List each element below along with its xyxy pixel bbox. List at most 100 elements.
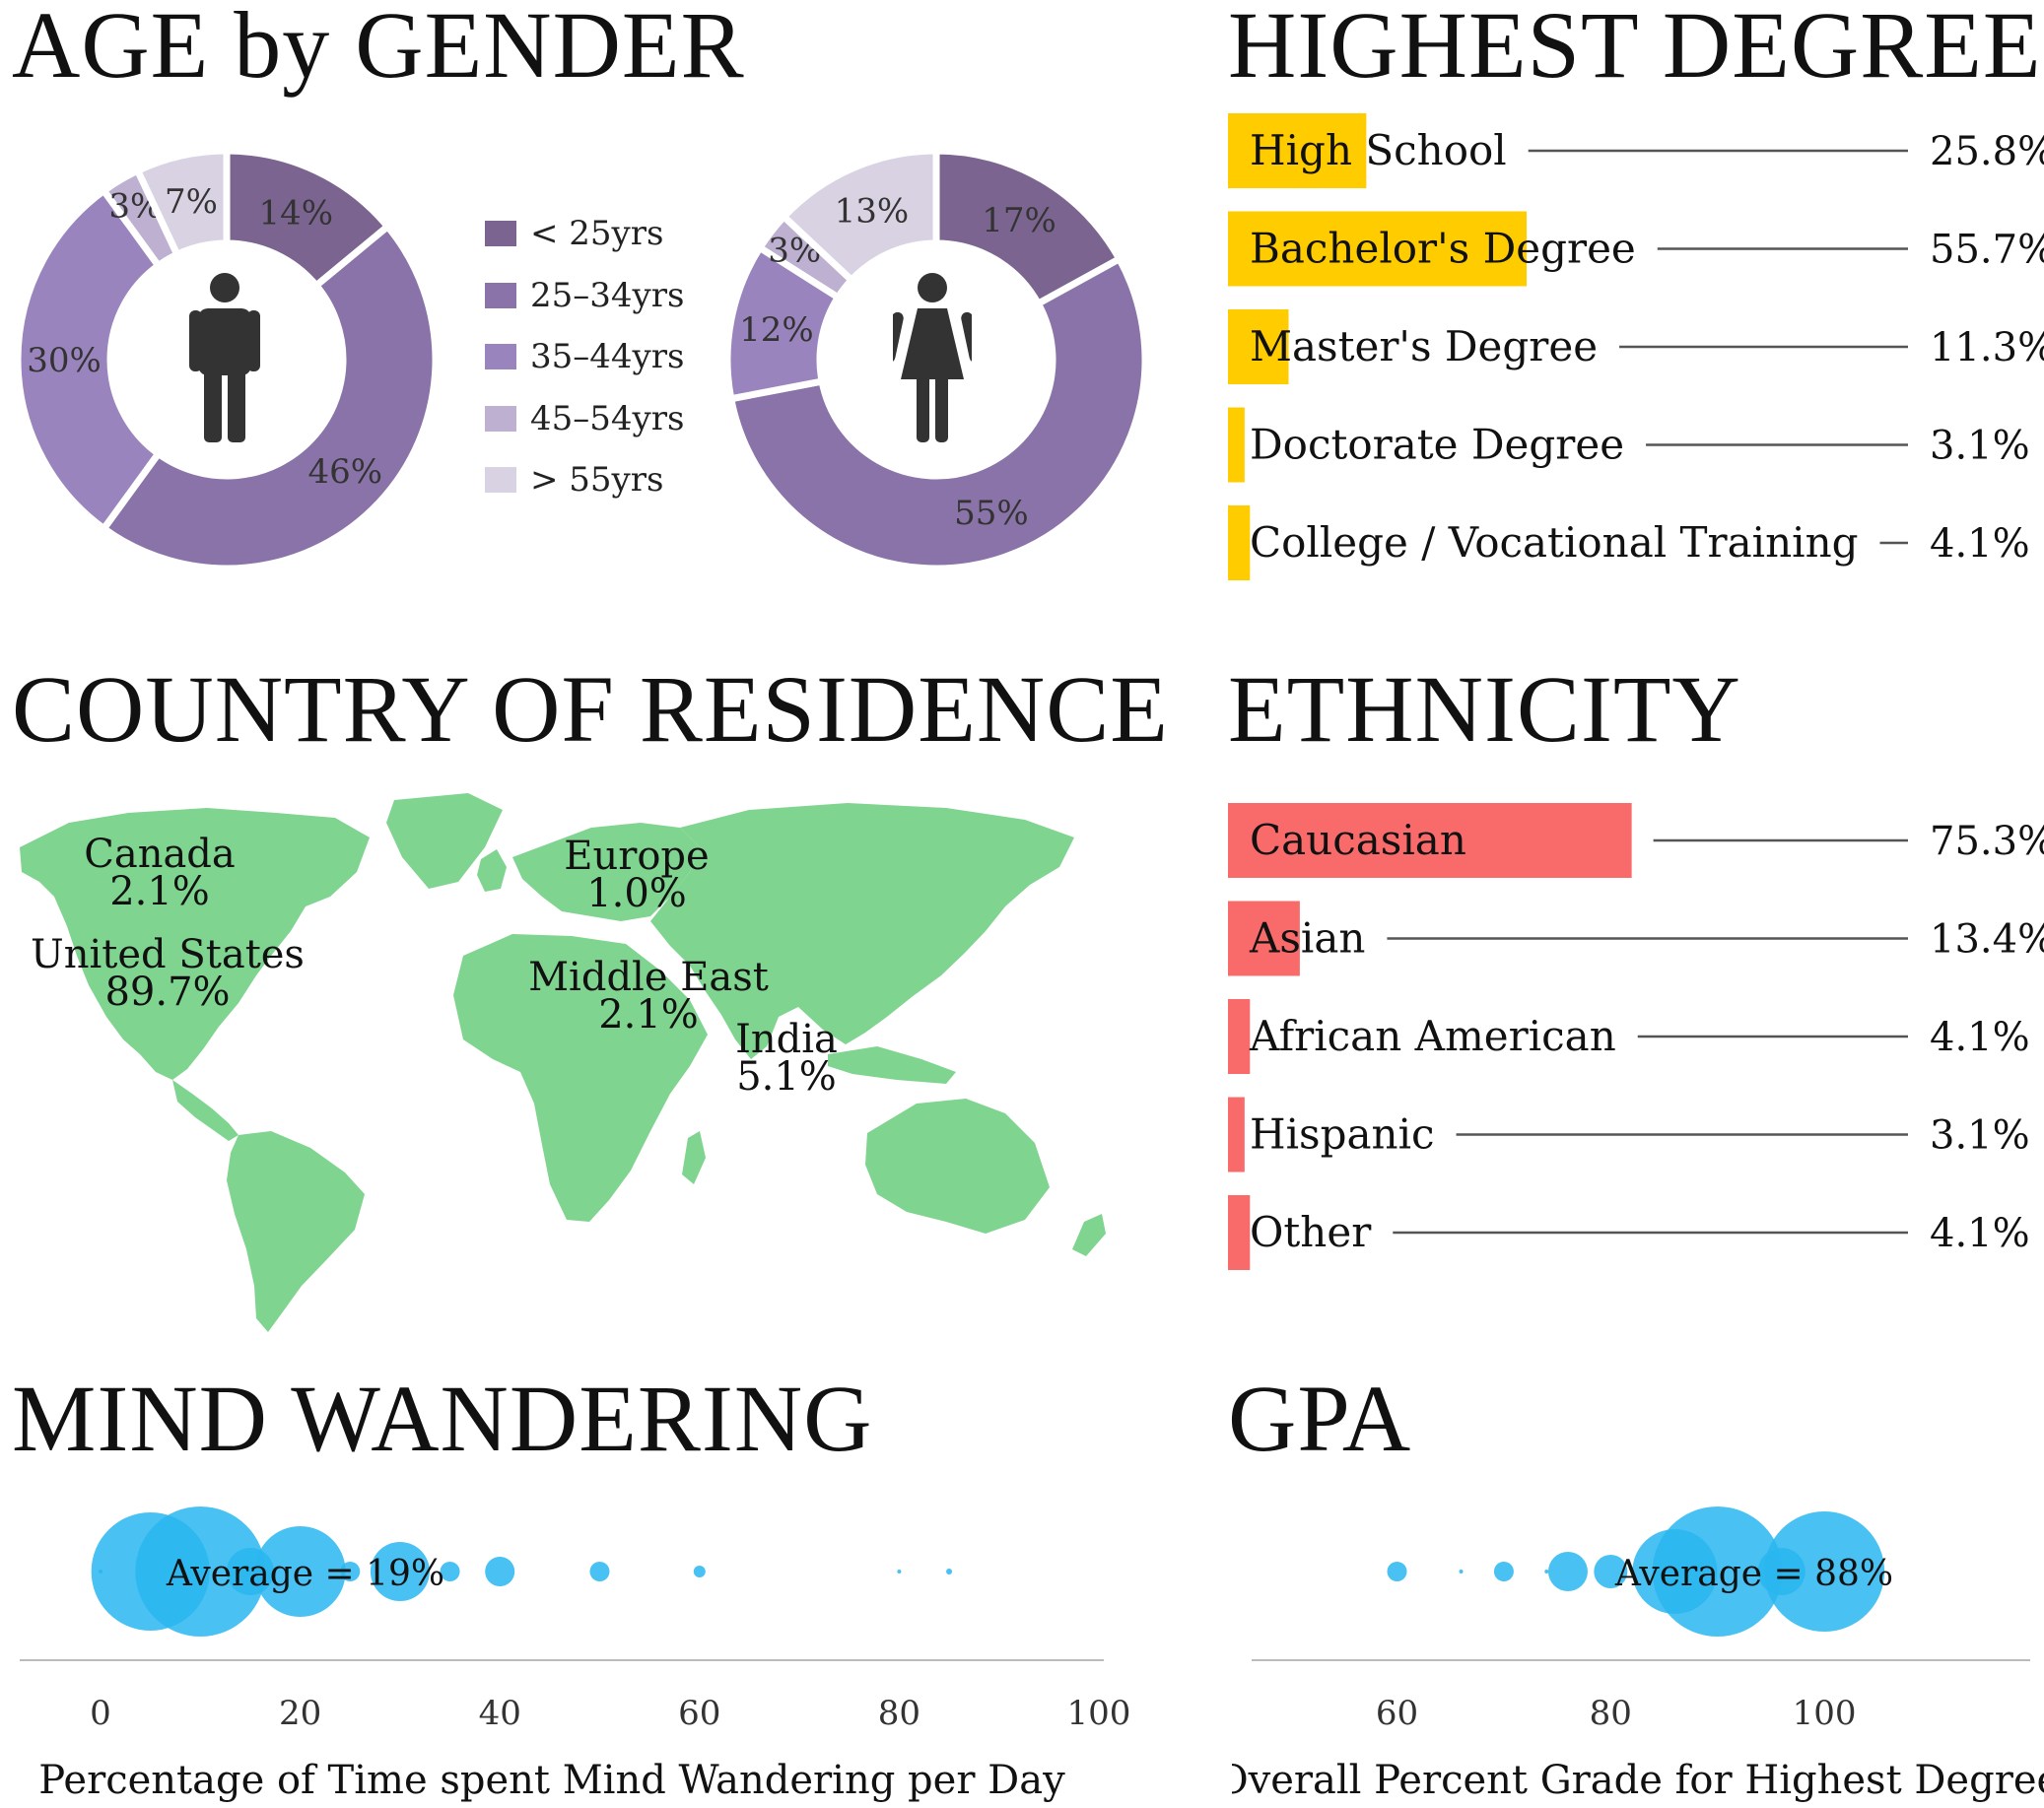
mind-wandering-bubble: [897, 1570, 902, 1574]
gpa-bubble: [1764, 1511, 1885, 1632]
mind-wandering-tick-label: 0: [90, 1694, 111, 1733]
age-by-gender-title: AGE by GENDER: [12, 0, 745, 98]
gpa-title: GPA: [1228, 1366, 1412, 1471]
ethnicity-value-label: 4.1%: [1930, 1211, 2030, 1256]
male-age-slice-label: 46%: [307, 452, 382, 492]
mind-wandering-tick-label: 40: [479, 1694, 521, 1733]
map-region-value: 2.1%: [598, 992, 699, 1038]
female-age-slice-label: 55%: [954, 494, 1029, 533]
map-region-name: Europe: [564, 834, 709, 879]
degree-category-label: Doctorate Degree: [1250, 421, 1624, 469]
male-age-slice-label: 30%: [27, 341, 102, 380]
mind-wandering-title: MIND WANDERING: [12, 1366, 873, 1471]
ethnicity-bar-chart: Caucasian 75.3% Asian 13.4% African American…: [1228, 803, 2044, 1270]
male-age-donut-chart: 14%46%30%3% 7%: [14, 147, 440, 572]
country-of-residence-title: COUNTRY OF RESIDENCE: [12, 656, 1169, 762]
degree-category-label: Master's Degree: [1250, 322, 1598, 370]
male-age-slice-4: [133, 147, 231, 259]
legend-swatch: [485, 344, 516, 370]
male-person-icon: [189, 273, 260, 442]
central-america-shape: [172, 1080, 238, 1141]
ethnicity-value-label: 4.1%: [1930, 1015, 2030, 1060]
legend-swatch: [485, 405, 516, 432]
legend-item: 45–54yrs: [485, 388, 684, 450]
legend-item: > 55yrs: [485, 449, 684, 511]
legend-item: 35–44yrs: [485, 326, 684, 388]
gpa-bubble: [1652, 1507, 1783, 1637]
highest-degree-bar-chart: High School 25.8% Bachelor's Degree 55.7% Ma…: [1228, 113, 2044, 580]
female-age-slice-1: [726, 254, 1149, 572]
male-age-slice-2: [14, 185, 164, 534]
mind-wandering-bubble: [589, 1562, 610, 1581]
mind-wandering-bubble: [370, 1542, 430, 1601]
ethnicity-value-label: 75.3%: [1930, 819, 2044, 864]
mind-wandering-bubble: [135, 1507, 266, 1637]
mind-wandering-bubble: [340, 1562, 361, 1581]
ethnicity-category-label: Other: [1250, 1208, 1372, 1256]
gpa-bubble: [1547, 1552, 1588, 1591]
female-age-slice-0: [932, 147, 1124, 308]
ethnicity-category-label: Hispanic: [1250, 1110, 1435, 1159]
degree-value-label: 11.3%: [1930, 325, 2044, 370]
degree-category-label: High School: [1250, 126, 1507, 174]
map-region-name: Canada: [84, 832, 236, 877]
degree-value-label: 4.1%: [1930, 521, 2030, 567]
uk-shape: [477, 849, 507, 892]
female-person-icon: [893, 273, 972, 442]
ethnicity-category-label: African American: [1249, 1012, 1616, 1060]
mind-wandering-bubble: [485, 1557, 515, 1586]
degree-category-label: Bachelor's Degree: [1250, 225, 1636, 273]
female-age-donut-chart: 17%55%12%3%13%: [723, 147, 1149, 572]
ethnicity-bar: [1228, 1195, 1251, 1270]
map-region-value: 1.0%: [586, 871, 687, 916]
gpa-bubble: [1459, 1570, 1464, 1574]
degree-bar: [1228, 309, 1289, 384]
new-zealand-shape: [1072, 1214, 1106, 1256]
ethnicity-bar: [1228, 803, 1632, 878]
degree-category-label: College / Vocational Training: [1250, 518, 1859, 567]
ethnicity-value-label: 13.4%: [1930, 917, 2044, 963]
male-age-slice-label: 14%: [258, 194, 333, 234]
ethnicity-value-label: 3.1%: [1930, 1113, 2030, 1159]
map-region-value: 2.1%: [109, 869, 210, 914]
degree-bar: [1228, 505, 1251, 580]
map-region-value: 5.1%: [736, 1054, 837, 1100]
legend-label: 45–54yrs: [530, 398, 685, 438]
mind-wandering-bubble: [946, 1569, 953, 1574]
mind-wandering-bubble: [440, 1562, 460, 1581]
degree-value-label: 25.8%: [1930, 129, 2044, 174]
ethnicity-title: ETHNICITY: [1228, 656, 1741, 762]
ethnicity-category-label: Asian: [1249, 914, 1365, 963]
legend-item: 25–34yrs: [485, 265, 684, 327]
mind-wandering-tick-label: 20: [279, 1694, 321, 1733]
degree-value-label: 3.1%: [1930, 424, 2030, 469]
indonesia-shape: [828, 1046, 956, 1084]
australia-shape: [865, 1099, 1050, 1234]
female-age-slice-label: 13%: [835, 192, 910, 232]
highest-degree-title: HIGHEST DEGREE: [1228, 0, 2042, 98]
male-age-slice-1: [99, 221, 440, 572]
legend-label: > 55yrs: [530, 460, 664, 501]
ethnicity-category-label: Caucasian: [1250, 816, 1466, 864]
south-america-shape: [227, 1131, 365, 1332]
gpa-bubble: [1544, 1570, 1549, 1574]
map-region-name: Middle East: [528, 955, 769, 1000]
legend-label: 35–44yrs: [530, 337, 685, 377]
legend-label: 25–34yrs: [530, 275, 685, 315]
female-age-slice-label: 17%: [982, 201, 1056, 240]
mind-wandering-bubble: [254, 1526, 346, 1617]
map-landmasses: [20, 793, 1106, 1332]
gpa-bubble: [1493, 1562, 1514, 1581]
legend-item: < 25yrs: [485, 203, 684, 265]
mind-wandering-average-annotation: Average = 19%: [166, 1554, 444, 1594]
gpa-tick-label: 80: [1590, 1694, 1632, 1733]
gpa-x-axis-label: Overall Percent Grade for Highest Degree: [1232, 1758, 2044, 1803]
age-legend: < 25yrs 25–34yrs 35–44yrs 45–54yrs > 55yrs: [485, 203, 684, 511]
ethnicity-bar: [1228, 999, 1251, 1074]
map-region-value: 89.7%: [104, 970, 230, 1015]
japan-shape: [958, 885, 993, 948]
gpa-tick-label: 60: [1376, 1694, 1418, 1733]
degree-bar: [1228, 113, 1367, 188]
